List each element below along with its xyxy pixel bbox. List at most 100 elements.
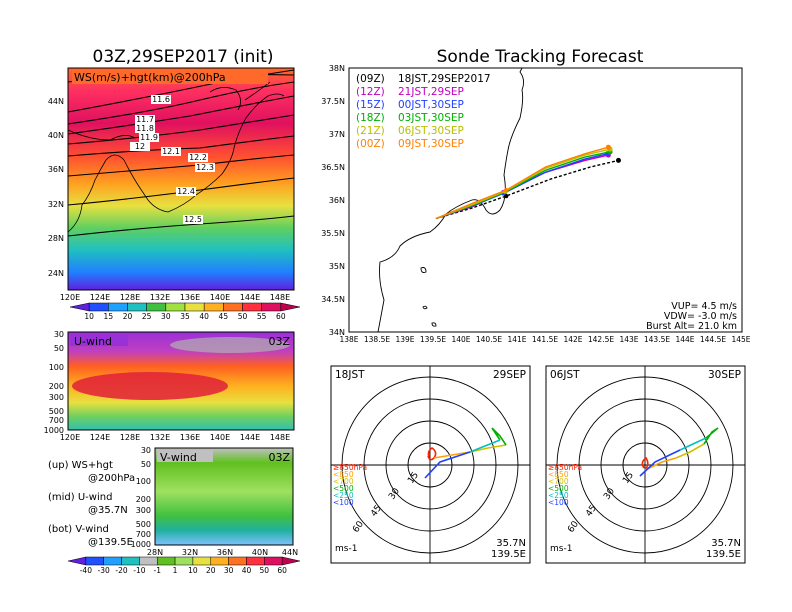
uwind-time: 03Z <box>268 335 290 348</box>
colorbar-label: 35 <box>180 312 190 321</box>
hodo1-trace <box>424 427 507 479</box>
colorbar-swatch <box>280 302 301 312</box>
hodo1-trace-100 <box>424 451 471 479</box>
colorbar-label: 55 <box>257 312 267 321</box>
hodo1-level-legend: ≥850hPa <850 <700 <500 <250 <100 <box>333 463 367 507</box>
lat-tick: 24N <box>48 269 64 278</box>
ws-colorbar: 10 15 20 25 30 35 40 45 50 55 60 <box>69 302 301 321</box>
level-label: <250 <box>548 491 569 500</box>
track-line <box>435 148 611 220</box>
vwind-p-axis: 30 50 100 200 300 500 700 1000 <box>131 446 151 549</box>
colorbar-label: 30 <box>224 566 234 575</box>
lat-tick: 28N <box>147 548 163 557</box>
lon-tick: 148E <box>270 433 290 442</box>
contour-label: 12.4 <box>177 187 195 196</box>
contour-label: 12.1 <box>162 147 180 156</box>
p-tick: 1000 <box>131 540 151 549</box>
p-tick: 500 <box>136 520 151 529</box>
lat-tick: 40N <box>252 548 268 557</box>
lat-tick: 44N <box>282 548 298 557</box>
contour-label-bg <box>135 115 155 124</box>
colorbar-swatch <box>203 302 224 312</box>
note-mid: (mid) U-wind <box>48 492 112 503</box>
colorbar-label: 60 <box>276 312 286 321</box>
track-lat-axis: 38N 37.5N 37N 36.5N 36N 35.5N 35N 34.5N … <box>321 64 345 337</box>
lat-tick: 37.5N <box>321 97 345 106</box>
lon-tick: 124E <box>90 433 110 442</box>
level-label: <500 <box>333 484 354 493</box>
right-title: Sonde Tracking Forecast <box>437 47 644 67</box>
level-label: <100 <box>548 498 569 507</box>
vwind-field <box>154 447 294 546</box>
lon-tick: 138E <box>339 335 358 344</box>
ws-map-label: WS(m/s)+hgt(km)@200hPa <box>74 71 226 84</box>
lon-tick: 139.5E <box>420 335 446 344</box>
track-line <box>435 146 609 220</box>
level-label: <100 <box>333 498 354 507</box>
lon-tick: 132E <box>150 293 170 302</box>
p-tick: 50 <box>54 344 64 353</box>
hodo2-lat: 35.7N <box>711 538 741 549</box>
vwind-lat-axis: 28N 32N 36N 40N 44N <box>147 548 298 557</box>
colorbar-swatch <box>156 556 176 566</box>
track-endpoint <box>615 157 621 163</box>
colorbar-swatch <box>281 556 301 566</box>
colorbar-swatch <box>108 302 128 312</box>
contour-label-bg <box>176 187 196 196</box>
p-tick: 300 <box>49 393 64 402</box>
lon-tick: 140E <box>451 335 470 344</box>
colorbar-swatch <box>165 302 186 312</box>
lat-tick: 36N <box>329 196 345 205</box>
p-tick: 200 <box>136 495 151 504</box>
contour-label-bg <box>161 147 181 156</box>
hodo1-trace-250 <box>469 439 501 453</box>
contour-label-bg <box>130 142 150 151</box>
vdw-text: VDW= -3.0 m/s <box>664 311 737 322</box>
level-label: <850 <box>333 470 354 479</box>
lon-tick: 141.5E <box>532 335 558 344</box>
lat-tick: 36N <box>217 548 233 557</box>
colorbar-label: 50 <box>238 312 248 321</box>
uwind-panel: U-wind 03Z 30 50 100 200 300 500 700 100… <box>44 330 295 442</box>
colorbar-label: -10 <box>133 566 145 575</box>
lon-tick: 140E <box>210 293 230 302</box>
legend-jst: 00JST,30SEP <box>398 99 464 111</box>
lat-tick: 38N <box>329 64 345 73</box>
lat-tick: 36.5N <box>321 163 345 172</box>
vwind-panel: V-wind 03Z 30 50 100 200 300 500 700 100… <box>131 446 298 557</box>
note-bot: (bot) V-wind <box>48 524 109 535</box>
hodo1-trace-500 <box>491 427 507 446</box>
legend-utc: (09Z) <box>356 73 385 85</box>
colorbar-swatch <box>246 556 265 566</box>
uwind-lon-axis: 120E 124E 128E 132E 136E 140E 144E 148E <box>60 433 290 442</box>
colorbar-label: 45 <box>219 312 229 321</box>
lat-tick: 28N <box>48 234 64 243</box>
hodo2-trace-700 <box>675 443 705 459</box>
colorbar-swatch <box>184 302 205 312</box>
colorbar-label: 50 <box>260 566 270 575</box>
colorbar-swatch <box>228 556 247 566</box>
uwind-label: U-wind <box>74 335 112 348</box>
legend-jst: 21JST,29SEP <box>398 86 464 98</box>
p-tick: 200 <box>49 382 64 391</box>
lat-tick: 32N <box>182 548 198 557</box>
ws-hgt-map: 44N 40N 36N 32N 28N 24N 120E 124E 128E 1… <box>48 67 295 302</box>
hodo2-lon: 139.5E <box>706 549 741 560</box>
colorbar-swatch <box>121 556 140 566</box>
uwind-label-bg <box>70 334 128 346</box>
colorbar-swatch <box>69 302 90 312</box>
lon-tick: 128E <box>120 293 140 302</box>
colorbar-label: 25 <box>142 312 152 321</box>
colorbar-swatch <box>174 556 194 566</box>
lat-tick: 32N <box>48 200 64 209</box>
track-burst-point <box>504 187 509 193</box>
panel-notes: (up) WS+hgt @200hPa (mid) U-wind @35.7N … <box>48 460 135 548</box>
lon-tick: 139E <box>395 335 414 344</box>
colorbar-swatch <box>103 556 122 566</box>
colorbar-label: -30 <box>98 566 110 575</box>
lon-tick: 143.5E <box>644 335 670 344</box>
contour-label-bg <box>183 215 203 224</box>
lat-tick: 37N <box>329 130 345 139</box>
uwind-jet-core <box>72 372 228 400</box>
lon-tick: 144E <box>240 433 260 442</box>
